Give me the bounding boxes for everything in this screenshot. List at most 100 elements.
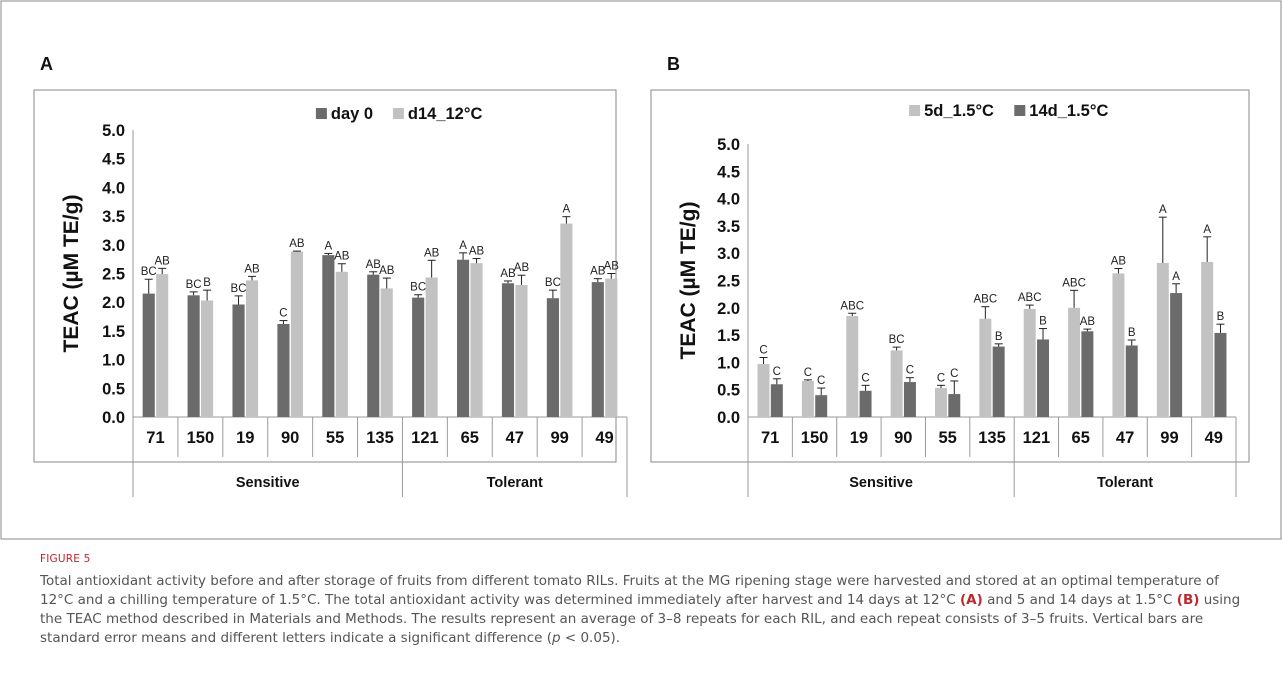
- significance-letter: AB: [469, 246, 485, 258]
- figure-caption: FIGURE 5 Total antioxidant activity befo…: [40, 553, 1250, 648]
- significance-letter: A: [1159, 204, 1167, 216]
- significance-letter: A: [459, 240, 467, 252]
- bar: [457, 259, 470, 417]
- significance-letter: BC: [186, 279, 202, 291]
- significance-letter: C: [279, 308, 287, 320]
- bar: [322, 255, 335, 417]
- y-tick-label: 3.5: [102, 208, 125, 226]
- bar: [187, 295, 200, 417]
- significance-letter: A: [325, 240, 333, 252]
- y-tick-label: 3.5: [717, 218, 740, 236]
- y-tick-label: 0.5: [102, 380, 125, 398]
- significance-letter: C: [950, 368, 958, 380]
- x-tick-label: 71: [761, 429, 779, 447]
- x-tick-label: 99: [550, 429, 568, 447]
- legend-swatch: [1014, 105, 1026, 116]
- x-tick-label: 49: [1205, 429, 1223, 447]
- bar: [546, 298, 559, 417]
- bar: [277, 324, 290, 417]
- bar: [515, 284, 528, 417]
- caption-rest: using the TEAC method described in Mater…: [40, 592, 1241, 646]
- x-tick-label: 65: [461, 429, 479, 447]
- x-tick-label: 121: [411, 429, 439, 447]
- legend: day 0 d14_12°C: [315, 105, 483, 123]
- significance-letter: B: [995, 331, 1003, 343]
- group-label: Sensitive: [849, 475, 913, 491]
- significance-letter: BC: [410, 282, 426, 294]
- y-axis-label: TEAC (µM TE/g): [677, 202, 700, 360]
- significance-letter: ABC: [1018, 292, 1042, 304]
- legend-swatch: [909, 105, 921, 116]
- significance-letter: AB: [424, 247, 440, 259]
- y-tick-label: 2.0: [717, 300, 740, 318]
- significance-letter: ABC: [974, 294, 998, 306]
- caption-tail: < 0.05).: [560, 630, 621, 646]
- significance-letter: C: [773, 366, 781, 378]
- bar: [380, 288, 393, 417]
- significance-letter: AB: [604, 261, 620, 273]
- bar: [142, 293, 155, 417]
- bar: [470, 263, 483, 417]
- bar: [815, 395, 828, 417]
- y-tick-label: 1.5: [102, 323, 125, 341]
- significance-letter: AB: [334, 251, 350, 263]
- y-tick-label: 4.5: [102, 151, 125, 169]
- significance-letter: C: [804, 367, 812, 379]
- x-tick-label: 55: [938, 429, 956, 447]
- bar: [903, 382, 916, 417]
- significance-letter: A: [1203, 224, 1211, 236]
- bar: [335, 271, 348, 417]
- bar: [801, 380, 814, 417]
- group-label: Tolerant: [1097, 475, 1153, 491]
- significance-letter: BC: [231, 283, 247, 295]
- significance-letter: BC: [141, 266, 157, 278]
- y-tick-label: 5.0: [102, 122, 125, 140]
- significance-letter: ABC: [840, 300, 864, 312]
- group-label: Tolerant: [487, 475, 543, 491]
- bar: [1125, 345, 1138, 417]
- significance-letter: AB: [500, 268, 516, 280]
- significance-letter: AB: [590, 266, 606, 278]
- legend-label: 5d_1.5°C: [924, 102, 994, 120]
- significance-letter: B: [203, 277, 211, 289]
- bar: [846, 315, 859, 417]
- bar: [290, 251, 303, 417]
- bar: [1068, 307, 1081, 417]
- legend-label: d14_12°C: [408, 105, 483, 123]
- y-tick-label: 1.0: [102, 352, 125, 370]
- x-tick-label: 19: [850, 429, 868, 447]
- x-tick-label: 135: [366, 429, 394, 447]
- significance-letter: B: [1039, 316, 1047, 328]
- legend-label: day 0: [331, 105, 373, 123]
- chart-panel-b: B 0.0 0.5 1.0 1.5 2.0 2.5 3.0 3.5 4.0 4.5 5.0 TEAC (…: [650, 54, 1250, 497]
- significance-letter: AB: [1111, 255, 1127, 267]
- x-tick-label: 99: [1160, 429, 1178, 447]
- bar: [591, 282, 604, 417]
- legend-swatch: [315, 108, 327, 119]
- bar: [1081, 331, 1094, 417]
- legend-swatch: [392, 108, 404, 119]
- y-tick-label: 0.0: [102, 409, 125, 427]
- caption-p-symbol: p: [552, 630, 561, 646]
- significance-letter: AB: [379, 265, 395, 277]
- bar: [859, 390, 872, 417]
- y-tick-label: 4.5: [717, 163, 740, 181]
- bar: [425, 277, 438, 417]
- x-tick-label: 71: [146, 429, 164, 447]
- bar: [1037, 339, 1050, 417]
- bar: [757, 364, 770, 417]
- bar: [890, 350, 903, 417]
- caption-ref-a: (A): [960, 592, 983, 608]
- bar: [501, 283, 515, 417]
- significance-letter: AB: [155, 255, 171, 267]
- caption-mid: and 5 and 14 days at 1.5°C: [982, 592, 1177, 608]
- significance-letter: AB: [514, 262, 530, 274]
- figure-label: FIGURE 5: [40, 553, 91, 565]
- bar: [1170, 293, 1183, 417]
- x-tick-label: 65: [1072, 429, 1090, 447]
- bar: [156, 274, 169, 417]
- significance-letter: AB: [289, 238, 305, 250]
- figure-frame: [0, 0, 1282, 540]
- significance-letter: ABC: [1062, 277, 1086, 289]
- panel-letter-a: A: [40, 54, 53, 74]
